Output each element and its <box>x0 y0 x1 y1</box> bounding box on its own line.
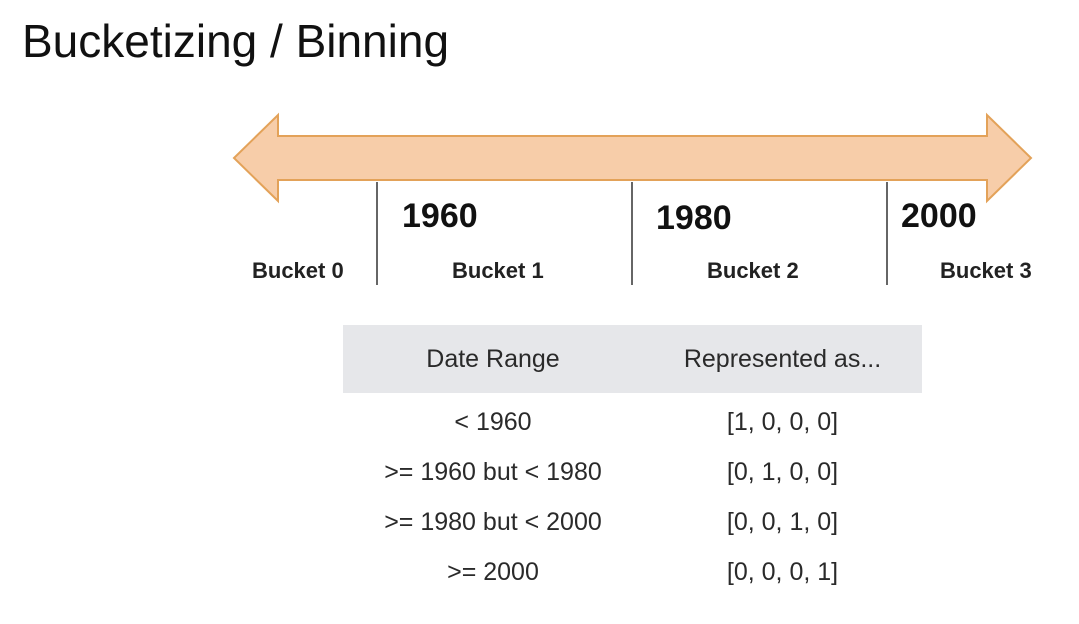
cell-encoding: [0, 0, 1, 0] <box>726 507 839 536</box>
double-arrow <box>232 112 1033 204</box>
cell-date-range: >= 1960 but < 1980 <box>384 457 602 486</box>
table-row: >= 1980 but < 2000 [0, 0, 1, 0] <box>343 497 922 547</box>
cell-encoding: [0, 0, 0, 1] <box>726 557 839 586</box>
year-label-2000: 2000 <box>901 197 977 235</box>
bucket-label-0: Bucket 0 <box>252 258 344 283</box>
table-header: Date Range Represented as... <box>343 325 922 393</box>
cell-date-range: >= 2000 <box>447 557 539 586</box>
cell-date-range: < 1960 <box>454 407 532 436</box>
bucket-label-1: Bucket 1 <box>452 258 544 283</box>
bucket-label-2: Bucket 2 <box>707 258 799 283</box>
cell-encoding: [0, 1, 0, 0] <box>726 457 839 486</box>
table-row: >= 2000 [0, 0, 0, 1] <box>343 547 922 597</box>
header-represented-as: Represented as... <box>683 344 882 373</box>
cell-date-range: >= 1980 but < 2000 <box>384 507 602 536</box>
bucket-label-3: Bucket 3 <box>940 258 1032 283</box>
slide-title: Bucketizing / Binning <box>22 15 450 67</box>
year-label-1960: 1960 <box>402 197 478 235</box>
table-row: < 1960 [1, 0, 0, 0] <box>343 397 922 447</box>
cell-encoding: [1, 0, 0, 0] <box>726 407 839 436</box>
table-row: >= 1960 but < 1980 [0, 1, 0, 0] <box>343 447 922 497</box>
year-label-1980: 1980 <box>656 199 732 237</box>
bucket-encoding-table: Date Range Represented as... < 1960 [1, … <box>343 325 922 597</box>
timeline <box>232 112 1033 285</box>
header-date-range: Date Range <box>426 344 560 373</box>
